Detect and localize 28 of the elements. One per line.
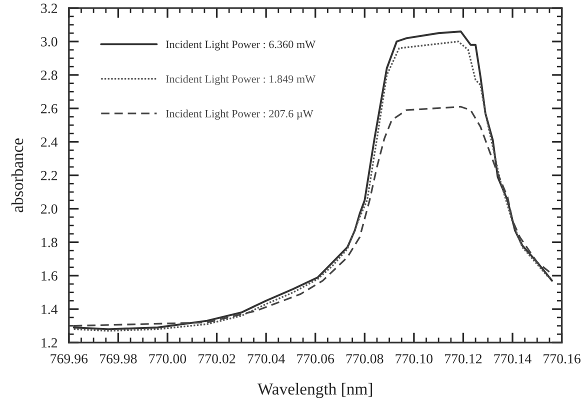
text: Incident Light Power : 6.360 mW <box>166 40 316 50</box>
y-tick-label: 3.2 <box>41 4 58 14</box>
y-tick-label: 2.8 <box>41 70 58 80</box>
text: Incident Light Power : 1.849 mW <box>166 74 316 86</box>
y-tick-label: 2.6 <box>41 104 58 114</box>
x-tick-label: 770.02 <box>198 354 236 364</box>
x-tick-label: 770.04 <box>248 354 285 364</box>
y-tick-label: 1.2 <box>42 338 58 348</box>
x-tick-label: 769.96 <box>50 354 88 364</box>
y-tick-label: 1.6 <box>42 271 58 281</box>
y-tick-label: 1.8 <box>42 238 58 248</box>
y-axis-title: absorbance <box>11 138 24 212</box>
y-tick-label: 2.0 <box>41 204 58 214</box>
x-tick-label: 770.00 <box>149 354 186 364</box>
x-tick-label: 770.14 <box>494 354 532 364</box>
line-series <box>73 106 553 327</box>
y-tick-label: 1.4 <box>42 304 58 314</box>
x-tick-label: 770.12 <box>445 354 482 364</box>
x-tick-label: 770.10 <box>396 354 433 364</box>
y-tick-label: 2.4 <box>41 137 58 147</box>
x-axis-title: Wavelength [nm] <box>258 382 372 398</box>
x-tick-label: 769.98 <box>100 354 137 364</box>
y-tick-label: 2.2 <box>41 170 58 180</box>
y-tick-label: 3.0 <box>41 37 58 47</box>
text: Incident Light Power : 207.6 µW <box>166 110 314 120</box>
x-tick-label: 770.08 <box>346 354 384 364</box>
x-tick-label: 770.16 <box>544 354 580 364</box>
x-tick-label: 770.06 <box>297 354 334 364</box>
